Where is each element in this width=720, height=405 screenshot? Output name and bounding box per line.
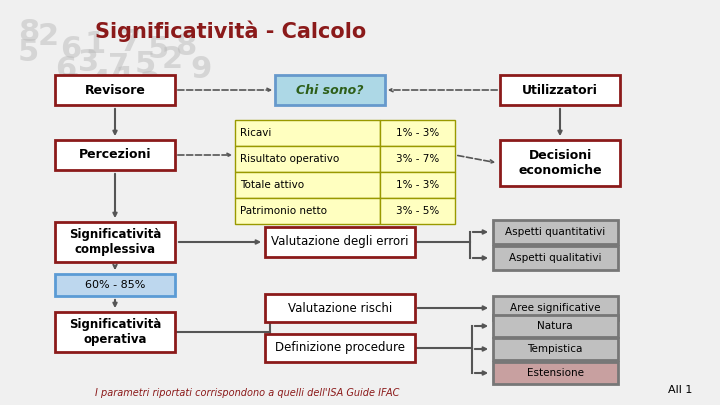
FancyBboxPatch shape <box>55 140 175 170</box>
FancyBboxPatch shape <box>500 140 620 186</box>
FancyBboxPatch shape <box>235 198 380 224</box>
FancyBboxPatch shape <box>492 220 618 244</box>
FancyBboxPatch shape <box>492 246 618 270</box>
Text: 2: 2 <box>162 45 183 74</box>
FancyBboxPatch shape <box>265 294 415 322</box>
Text: Totale attivo: Totale attivo <box>240 180 304 190</box>
FancyBboxPatch shape <box>235 146 380 172</box>
Text: Estensione: Estensione <box>526 368 583 378</box>
Text: Ricavi: Ricavi <box>240 128 271 138</box>
Text: 4: 4 <box>90 68 112 97</box>
FancyBboxPatch shape <box>500 75 620 105</box>
FancyBboxPatch shape <box>492 362 618 384</box>
Text: I parametri riportati corrispondono a quelli dell'ISA Guide IFAC: I parametri riportati corrispondono a qu… <box>95 388 400 398</box>
Text: Chi sono?: Chi sono? <box>296 83 364 96</box>
Text: Aspetti quantitativi: Aspetti quantitativi <box>505 227 605 237</box>
Text: Aspetti qualitativi: Aspetti qualitativi <box>509 253 601 263</box>
Text: Valutazione degli errori: Valutazione degli errori <box>271 235 409 249</box>
Text: Patrimonio netto: Patrimonio netto <box>240 206 327 216</box>
Text: 8: 8 <box>18 18 40 47</box>
FancyBboxPatch shape <box>492 315 618 337</box>
Text: 1: 1 <box>85 30 107 59</box>
FancyBboxPatch shape <box>380 172 455 198</box>
Text: 7: 7 <box>120 28 141 57</box>
Text: Significatività
operativa: Significatività operativa <box>69 318 161 346</box>
Text: Percezioni: Percezioni <box>78 149 151 162</box>
Text: 2: 2 <box>140 70 161 99</box>
Text: Definizione procedure: Definizione procedure <box>275 341 405 354</box>
Text: 6: 6 <box>60 35 81 64</box>
FancyBboxPatch shape <box>55 222 175 262</box>
Text: Risultato operativo: Risultato operativo <box>240 154 339 164</box>
FancyBboxPatch shape <box>235 120 380 146</box>
Text: Valutazione rischi: Valutazione rischi <box>288 301 392 315</box>
FancyBboxPatch shape <box>265 334 415 362</box>
Text: 3% - 7%: 3% - 7% <box>396 154 439 164</box>
Text: Tempistica: Tempistica <box>527 344 582 354</box>
Text: Significatività - Calcolo: Significatività - Calcolo <box>95 21 366 42</box>
FancyBboxPatch shape <box>275 75 385 105</box>
Text: 1% - 3%: 1% - 3% <box>396 180 439 190</box>
Text: Decisioni
economiche: Decisioni economiche <box>518 149 602 177</box>
Text: 1% - 3%: 1% - 3% <box>396 128 439 138</box>
Text: Significatività
complessiva: Significatività complessiva <box>69 228 161 256</box>
FancyBboxPatch shape <box>492 296 618 320</box>
Text: 8: 8 <box>175 32 197 61</box>
FancyBboxPatch shape <box>235 172 380 198</box>
Text: 9: 9 <box>190 55 212 84</box>
Text: Natura: Natura <box>537 321 573 331</box>
FancyBboxPatch shape <box>55 312 175 352</box>
FancyBboxPatch shape <box>55 75 175 105</box>
Text: Utilizzatori: Utilizzatori <box>522 83 598 96</box>
FancyBboxPatch shape <box>492 338 618 360</box>
FancyBboxPatch shape <box>380 120 455 146</box>
Text: 6: 6 <box>55 55 76 84</box>
FancyBboxPatch shape <box>55 274 175 296</box>
Text: 7: 7 <box>108 52 129 81</box>
Text: 5: 5 <box>135 50 156 79</box>
Text: 1: 1 <box>115 65 136 94</box>
Text: Aree significative: Aree significative <box>510 303 600 313</box>
FancyBboxPatch shape <box>380 198 455 224</box>
Text: 5: 5 <box>148 35 169 64</box>
Text: All 1: All 1 <box>668 385 692 395</box>
Text: 3% - 5%: 3% - 5% <box>396 206 439 216</box>
Text: 2: 2 <box>38 22 59 51</box>
Text: Revisore: Revisore <box>84 83 145 96</box>
FancyBboxPatch shape <box>380 146 455 172</box>
FancyBboxPatch shape <box>265 227 415 257</box>
Text: 5: 5 <box>18 38 40 67</box>
Text: 5: 5 <box>60 72 81 101</box>
Text: 3: 3 <box>78 48 99 77</box>
Text: 60% - 85%: 60% - 85% <box>85 280 145 290</box>
